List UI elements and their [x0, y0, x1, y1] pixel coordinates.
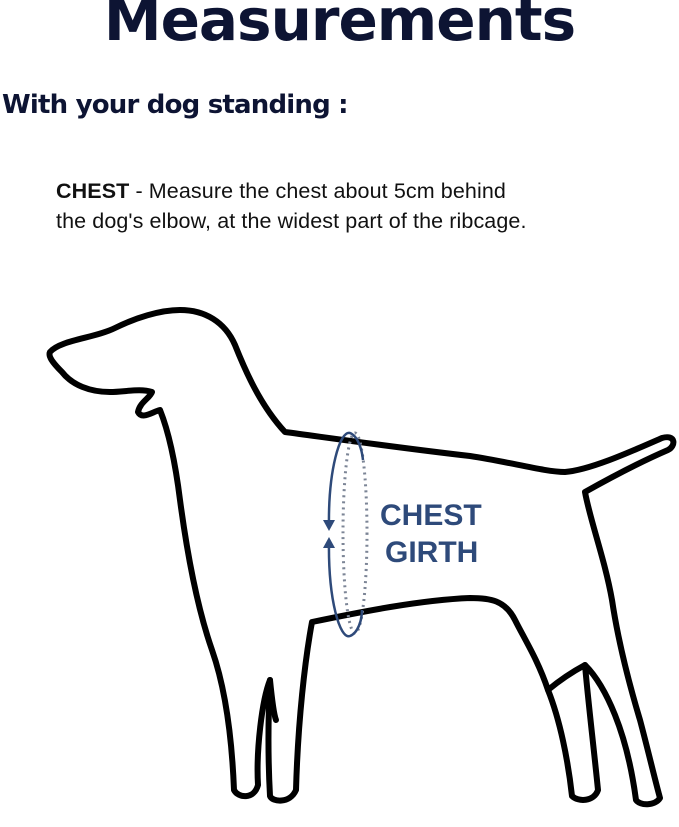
arrow-up-icon [323, 537, 335, 548]
dog-outline [46, 307, 677, 808]
instruction-line2: the dog's elbow, at the widest part of t… [56, 209, 527, 233]
arrow-down-icon [323, 520, 335, 531]
instruction-separator: - [129, 179, 149, 203]
chest-girth-label-2: GIRTH [385, 536, 478, 569]
page-title: Measurements [103, 0, 576, 54]
dog-front-leg-inner [267, 677, 279, 723]
chest-girth-label-1: CHEST [380, 499, 482, 532]
instruction-label: CHEST [56, 179, 130, 203]
dog-hind-leg-inner [545, 662, 588, 693]
girth-dotted-line [341, 431, 369, 635]
section-subtitle: With your dog standing : [2, 90, 349, 120]
chest-instruction: CHEST - Measure the chest about 5cm behi… [56, 176, 527, 236]
girth-arc [327, 431, 365, 638]
instruction-line1: Measure the chest about 5cm behind [148, 179, 506, 203]
